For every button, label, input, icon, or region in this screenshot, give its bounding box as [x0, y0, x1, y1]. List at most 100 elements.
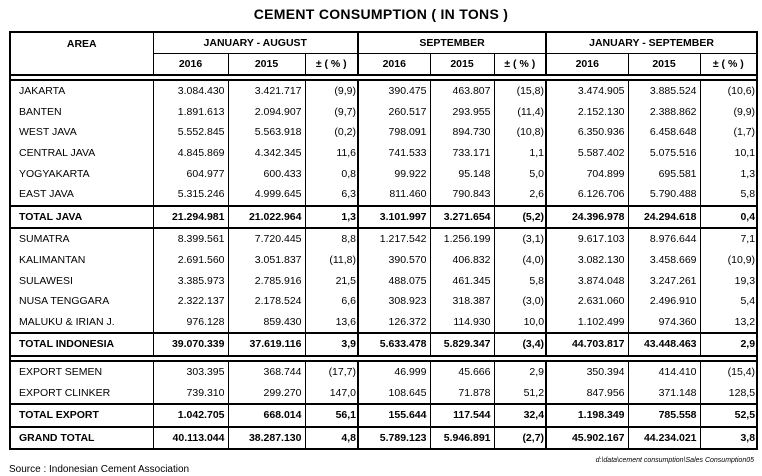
change-pct-cell: 21,5 — [304, 270, 359, 291]
header-change-pct: ± ( % ) — [699, 53, 758, 76]
value-cell: 2.094.907 — [227, 101, 306, 123]
value-cell: 847.956 — [545, 382, 629, 404]
value-cell: 976.128 — [152, 311, 229, 334]
value-cell: 21.022.964 — [227, 204, 306, 230]
value-cell: 350.394 — [545, 360, 629, 383]
value-cell: 37.619.116 — [227, 332, 306, 357]
table-row: KALIMANTAN 2.691.560 3.051.837 (11,8) 390.57… — [9, 249, 758, 271]
value-cell: 2.691.560 — [152, 249, 229, 271]
value-cell: 463.807 — [429, 80, 495, 102]
value-cell: 704.899 — [545, 163, 629, 184]
table-row: EXPORT SEMEN 303.395 368.744 (17,7) 46.999 45… — [9, 360, 758, 383]
change-pct-cell: 52,5 — [699, 402, 758, 428]
change-pct-cell: (5,2) — [493, 204, 547, 230]
change-pct-cell: (17,7) — [304, 360, 359, 383]
value-cell: 308.923 — [357, 290, 431, 312]
value-cell: 1.217.542 — [357, 228, 431, 250]
change-pct-cell: 13,2 — [699, 311, 758, 334]
table-row: SUMATRA 8.399.561 7.720.445 8,8 1.217.542 1.2… — [9, 228, 758, 250]
value-cell: 44.703.817 — [545, 332, 629, 357]
value-cell: 733.171 — [429, 142, 495, 164]
value-cell: 95.148 — [429, 163, 495, 184]
change-pct-cell: (3,0) — [493, 290, 547, 312]
value-cell: 45.666 — [429, 360, 495, 383]
area-cell: MALUKU & IRIAN J. — [9, 311, 154, 334]
value-cell: 5.946.891 — [429, 425, 495, 451]
header-year-2015: 2015 — [627, 53, 701, 76]
table-row: EAST JAVA 5.315.246 4.999.645 6,3 811.460 790… — [9, 183, 758, 206]
value-cell: 117.544 — [429, 402, 495, 428]
change-pct-cell: 1,3 — [304, 204, 359, 230]
change-pct-cell: (11,8) — [304, 249, 359, 271]
value-cell: 4.999.645 — [227, 183, 306, 206]
value-cell: 5.789.123 — [357, 425, 431, 451]
value-cell: 894.730 — [429, 122, 495, 143]
value-cell: 6.350.936 — [545, 122, 629, 143]
change-pct-cell: (9,9) — [304, 80, 359, 102]
value-cell: 38.287.130 — [227, 425, 306, 451]
area-cell: EAST JAVA — [9, 183, 154, 206]
table-row: WEST JAVA 5.552.845 5.563.918 (0,2) 798.091 8… — [9, 122, 758, 143]
value-cell: 368.744 — [227, 360, 306, 383]
total-row: TOTAL EXPORT 1.042.705 668.014 56,1 155.644 1… — [9, 402, 758, 428]
divider — [10, 354, 758, 362]
table-row: BANTEN 1.891.613 2.094.907 (9,7) 260.517 293.… — [9, 101, 758, 123]
value-cell: 9.617.103 — [545, 228, 629, 250]
divider-cell — [10, 354, 758, 362]
change-pct-cell: 51,2 — [493, 382, 547, 404]
table-row: JAKARTA 3.084.430 3.421.717 (9,9) 390.475 463… — [9, 80, 758, 102]
value-cell: 5.633.478 — [357, 332, 431, 357]
value-cell: 5.552.845 — [152, 122, 229, 143]
source-note: Source : Indonesian Cement Association — [9, 464, 190, 475]
value-cell: 414.410 — [627, 360, 701, 383]
change-pct-cell: 4,8 — [304, 425, 359, 451]
value-cell: 43.448.463 — [627, 332, 701, 357]
value-cell: 8.399.561 — [152, 228, 229, 250]
area-cell: BANTEN — [9, 101, 154, 123]
value-cell: 5.315.246 — [152, 183, 229, 206]
divider-cell — [10, 74, 758, 81]
value-cell: 99.922 — [357, 163, 431, 184]
total-row: TOTAL INDONESIA 39.070.339 37.619.116 3,9 5.… — [9, 332, 758, 357]
change-pct-cell: 147,0 — [304, 382, 359, 404]
area-cell: TOTAL EXPORT — [9, 402, 154, 428]
header-year-2015: 2015 — [429, 53, 495, 76]
area-cell: JAKARTA — [9, 80, 154, 102]
change-pct-cell: 3,8 — [699, 425, 758, 451]
header-row-groups: AREA JANUARY - AUGUST SEPTEMBER JANUARY … — [9, 31, 758, 76]
value-cell: 6.458.648 — [627, 122, 701, 143]
change-pct-cell: 6,3 — [304, 183, 359, 206]
change-pct-cell: (15,4) — [699, 360, 758, 383]
area-cell: TOTAL INDONESIA — [9, 332, 154, 357]
value-cell: 1.102.499 — [545, 311, 629, 334]
file-path-note: d:\data\cement consumption\Sales Consump… — [595, 457, 754, 464]
change-pct-cell: 10,0 — [493, 311, 547, 334]
header-area: AREA — [9, 31, 154, 76]
area-cell: YOGYAKARTA — [9, 163, 154, 184]
value-cell: 739.310 — [152, 382, 229, 404]
value-cell: 40.113.044 — [152, 425, 229, 451]
change-pct-cell: 0,4 — [699, 204, 758, 230]
divider — [10, 74, 758, 81]
value-cell: 4.342.345 — [227, 142, 306, 164]
area-cell: TOTAL JAVA — [9, 204, 154, 230]
value-cell: 293.955 — [429, 101, 495, 123]
change-pct-cell: (3,4) — [493, 332, 547, 357]
value-cell: 3.458.669 — [627, 249, 701, 271]
value-cell: 790.843 — [429, 183, 495, 206]
change-pct-cell: 19,3 — [699, 270, 758, 291]
value-cell: 303.395 — [152, 360, 229, 383]
value-cell: 3.385.973 — [152, 270, 229, 291]
header-year-2016: 2016 — [152, 53, 229, 76]
change-pct-cell: (1,7) — [699, 122, 758, 143]
value-cell: 4.845.869 — [152, 142, 229, 164]
value-cell: 695.581 — [627, 163, 701, 184]
change-pct-cell: 5,8 — [699, 183, 758, 206]
value-cell: 8.976.644 — [627, 228, 701, 250]
change-pct-cell: 2,9 — [493, 360, 547, 383]
change-pct-cell: 3,9 — [304, 332, 359, 357]
value-cell: 2.322.137 — [152, 290, 229, 312]
value-cell: 299.270 — [227, 382, 306, 404]
value-cell: 45.902.167 — [545, 425, 629, 451]
area-cell: WEST JAVA — [9, 122, 154, 143]
